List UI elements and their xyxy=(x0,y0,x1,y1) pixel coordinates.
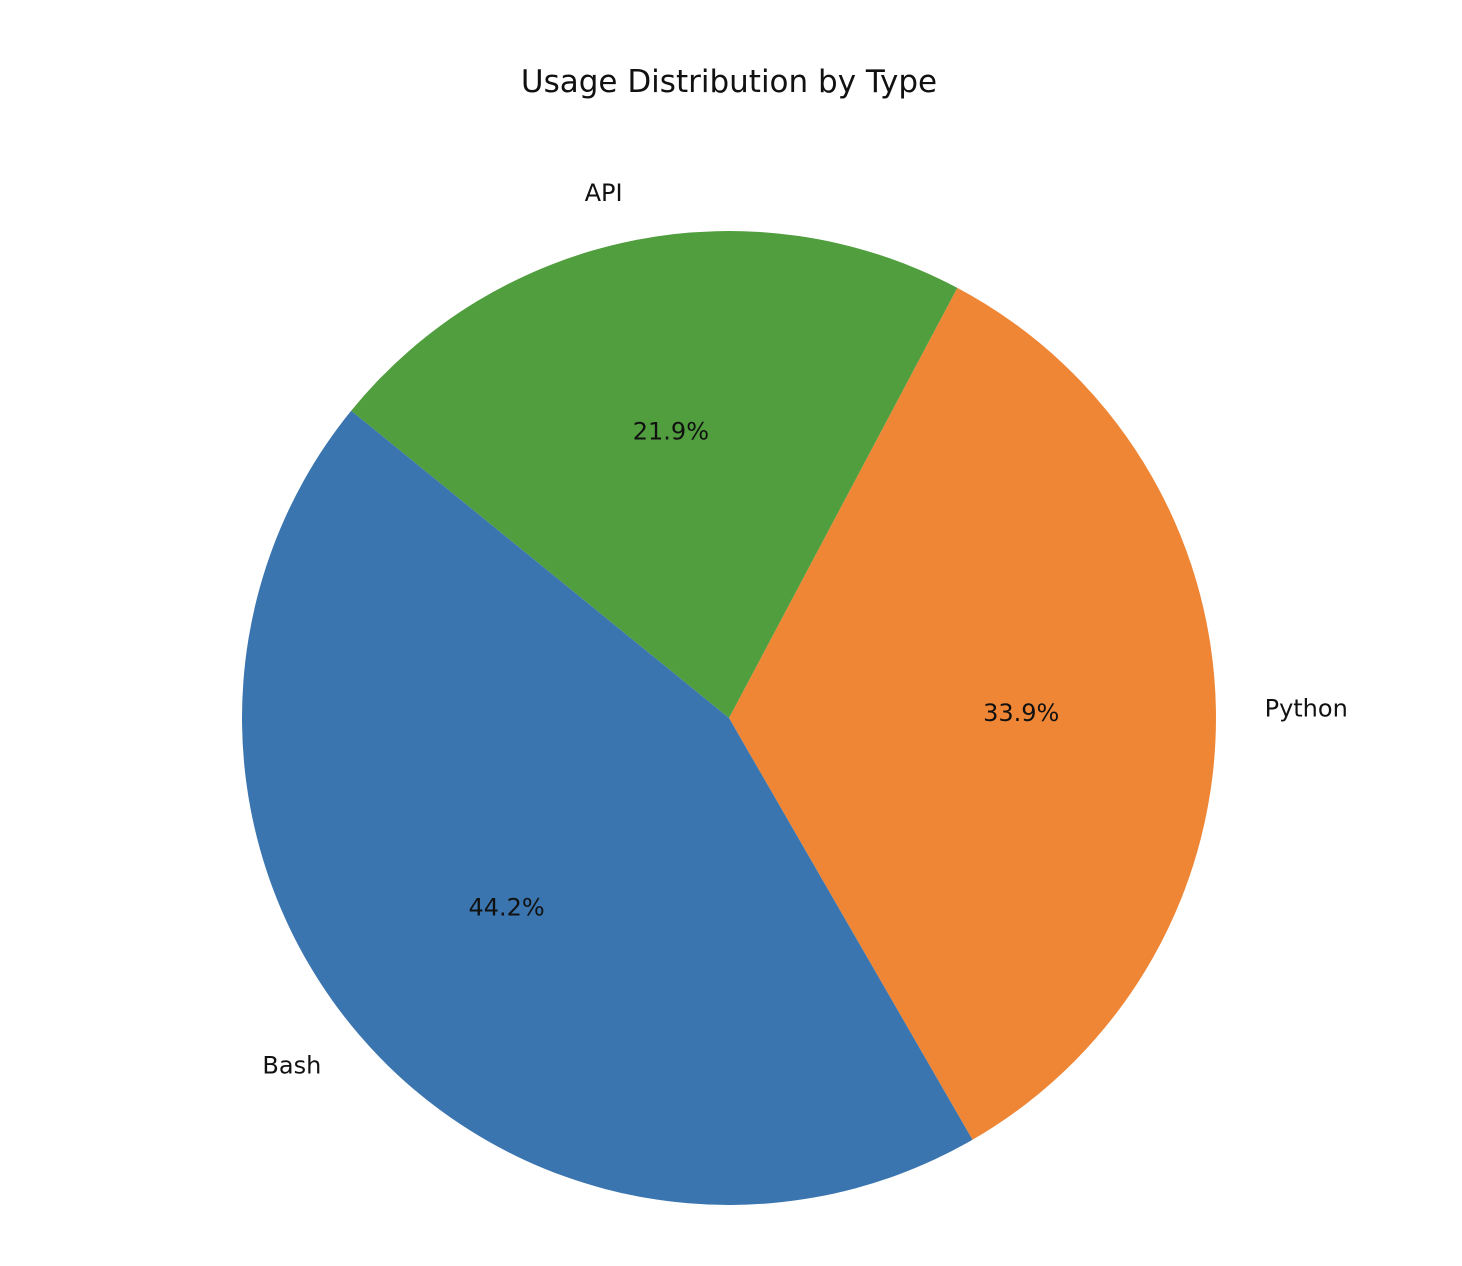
pie-slices xyxy=(242,231,1216,1205)
pie-labels: Python 33.9% API 21.9% Bash 44.2% xyxy=(262,179,1347,1080)
pie-slice-api xyxy=(351,231,958,718)
slice-label-bash: Bash xyxy=(262,1052,321,1080)
pct-label-python: 33.9% xyxy=(983,699,1059,727)
slice-label-python: Python xyxy=(1265,695,1348,723)
pie-slice-bash xyxy=(242,410,973,1205)
pct-label-bash: 44.2% xyxy=(468,894,544,922)
chart-title: Usage Distribution by Type xyxy=(521,64,937,100)
pct-label-api: 21.9% xyxy=(633,418,709,446)
slice-label-api: API xyxy=(585,179,623,207)
pie-slice-python xyxy=(729,287,1216,1140)
